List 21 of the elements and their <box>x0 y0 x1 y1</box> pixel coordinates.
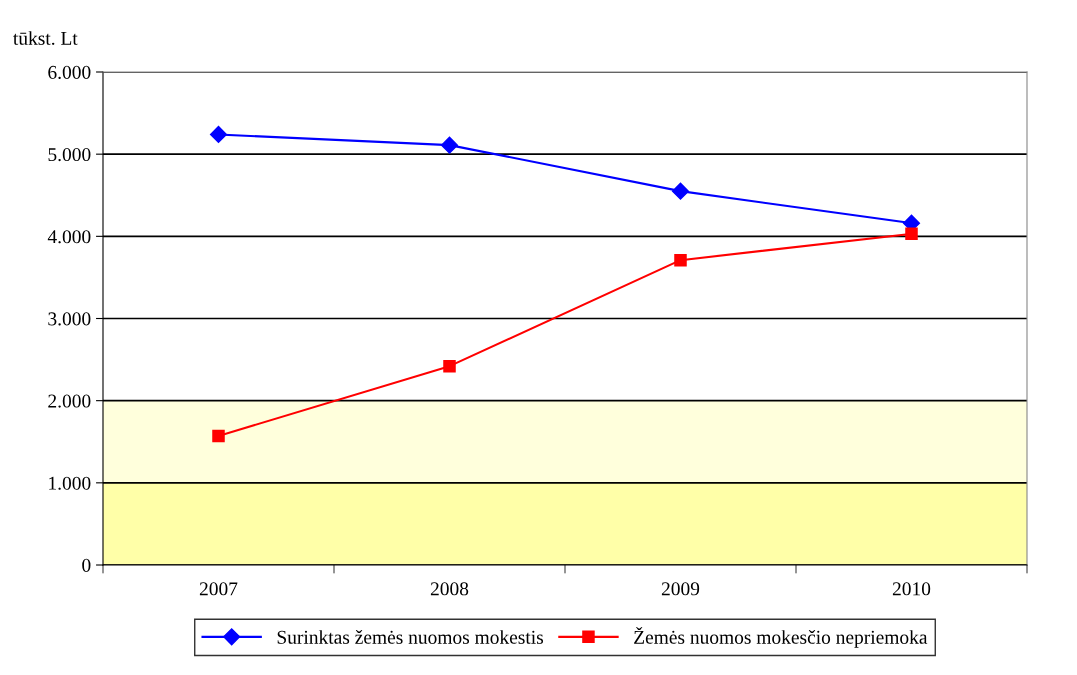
x-tick-label: 2010 <box>892 582 931 596</box>
point <box>674 253 687 267</box>
x-tick-label: 2008 <box>430 582 469 596</box>
point <box>671 182 690 200</box>
legend-label: Žemės nuomos mokesčio nepriemoka <box>634 627 928 648</box>
y-axis-title: tūkst. Lt <box>13 31 78 45</box>
point <box>209 125 228 143</box>
point <box>443 359 456 373</box>
point <box>440 136 459 154</box>
point <box>212 429 225 443</box>
y-tick-label: 1.000 <box>49 476 91 490</box>
x-tick-label: 2009 <box>661 582 700 596</box>
y-tick-label: 0 <box>82 558 91 572</box>
y-tick-label: 6.000 <box>48 65 91 80</box>
legend-label: Surinktas žemės nuomos mokestis <box>277 630 544 644</box>
y-tick-label: 5.000 <box>48 147 91 162</box>
y-tick-label: 4.000 <box>47 230 91 244</box>
y-tick-label: 2.000 <box>48 394 91 408</box>
x-tick-label: 2007 <box>199 582 238 596</box>
point <box>905 227 918 241</box>
y-tick-label: 3.000 <box>48 312 91 326</box>
